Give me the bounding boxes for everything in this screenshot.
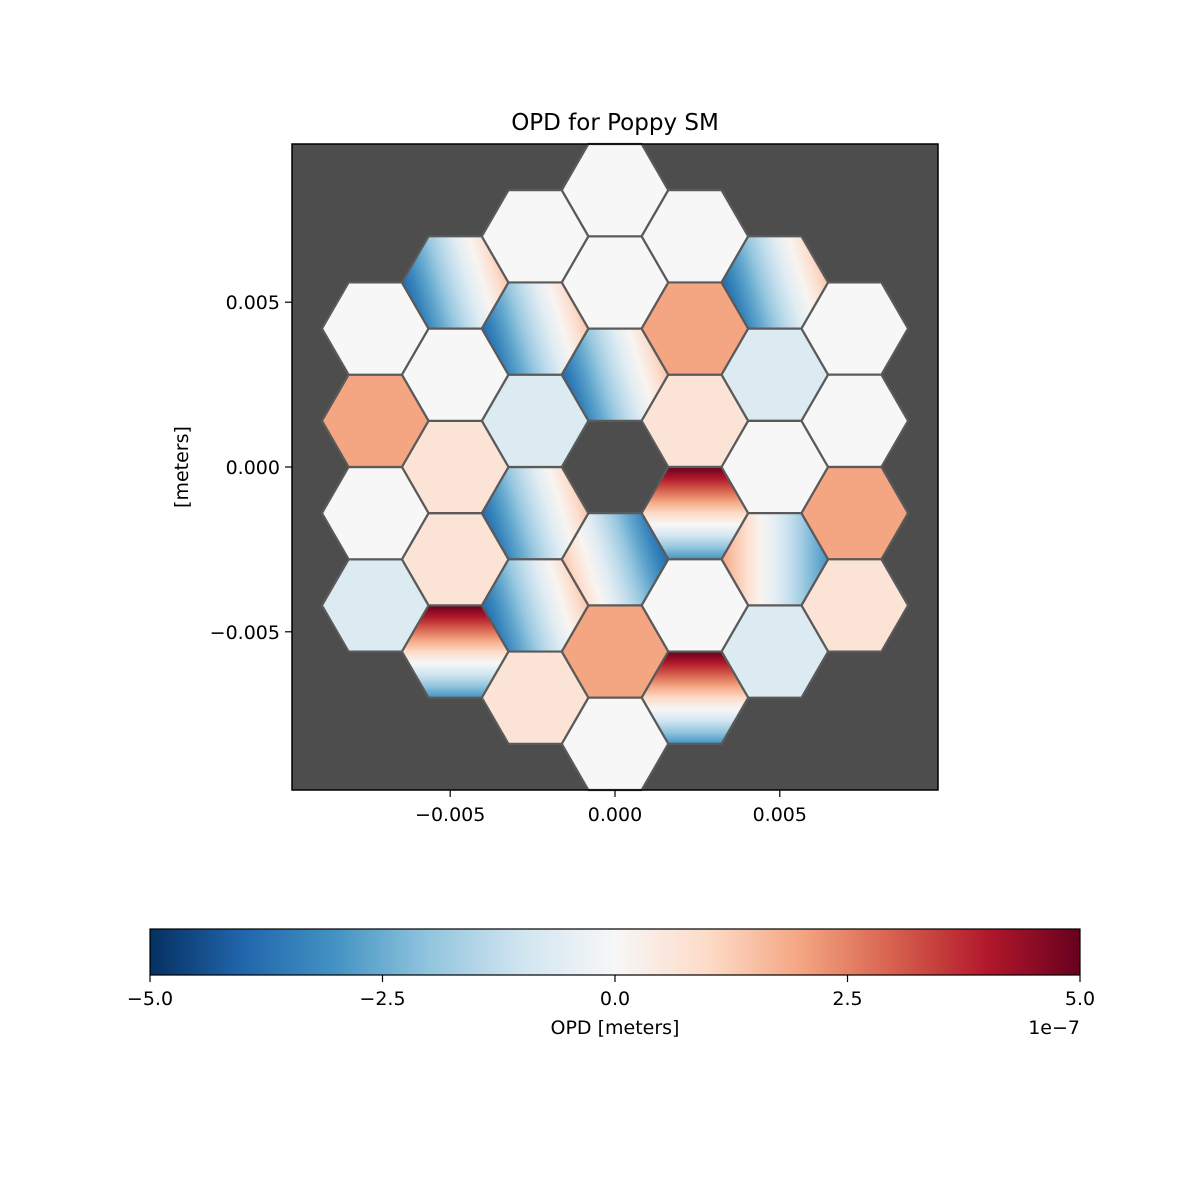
colorbar-tick-label: 5.0 [1065,988,1095,1010]
colorbar-ticks: −5.0 −2.5 0.0 2.5 5.0 [127,975,1095,1010]
colorbar-tick-label: −2.5 [359,988,405,1010]
y-axis-label: [meters] [171,426,193,508]
mirror-segments [320,142,910,792]
y-tick-label: −0.005 [210,622,280,644]
y-tick-label: 0.005 [226,292,280,314]
chart-title: OPD for Poppy SM [511,110,719,136]
segment-hexagon [480,189,590,284]
colorbar: −5.0 −2.5 0.0 2.5 5.0 OPD [meters] 1e−7 [127,928,1095,1039]
colorbar-tick-label: 2.5 [832,988,862,1010]
colorbar-tick-label: −5.0 [127,988,173,1010]
colorbar-label: OPD [meters] [551,1017,680,1039]
colorbar-tick-label: 0.0 [600,988,630,1010]
y-tick-label: 0.000 [226,457,280,479]
colorbar-gradient [149,928,1081,976]
x-tick-label: 0.000 [588,804,642,826]
x-tick-label: 0.005 [753,804,807,826]
y-axis: 0.005 0.000 −0.005 [210,292,292,644]
plot-area [291,142,939,792]
x-tick-label: −0.005 [415,804,485,826]
colorbar-offset-text: 1e−7 [1028,1017,1080,1039]
x-axis: −0.005 0.000 0.005 [415,790,807,826]
